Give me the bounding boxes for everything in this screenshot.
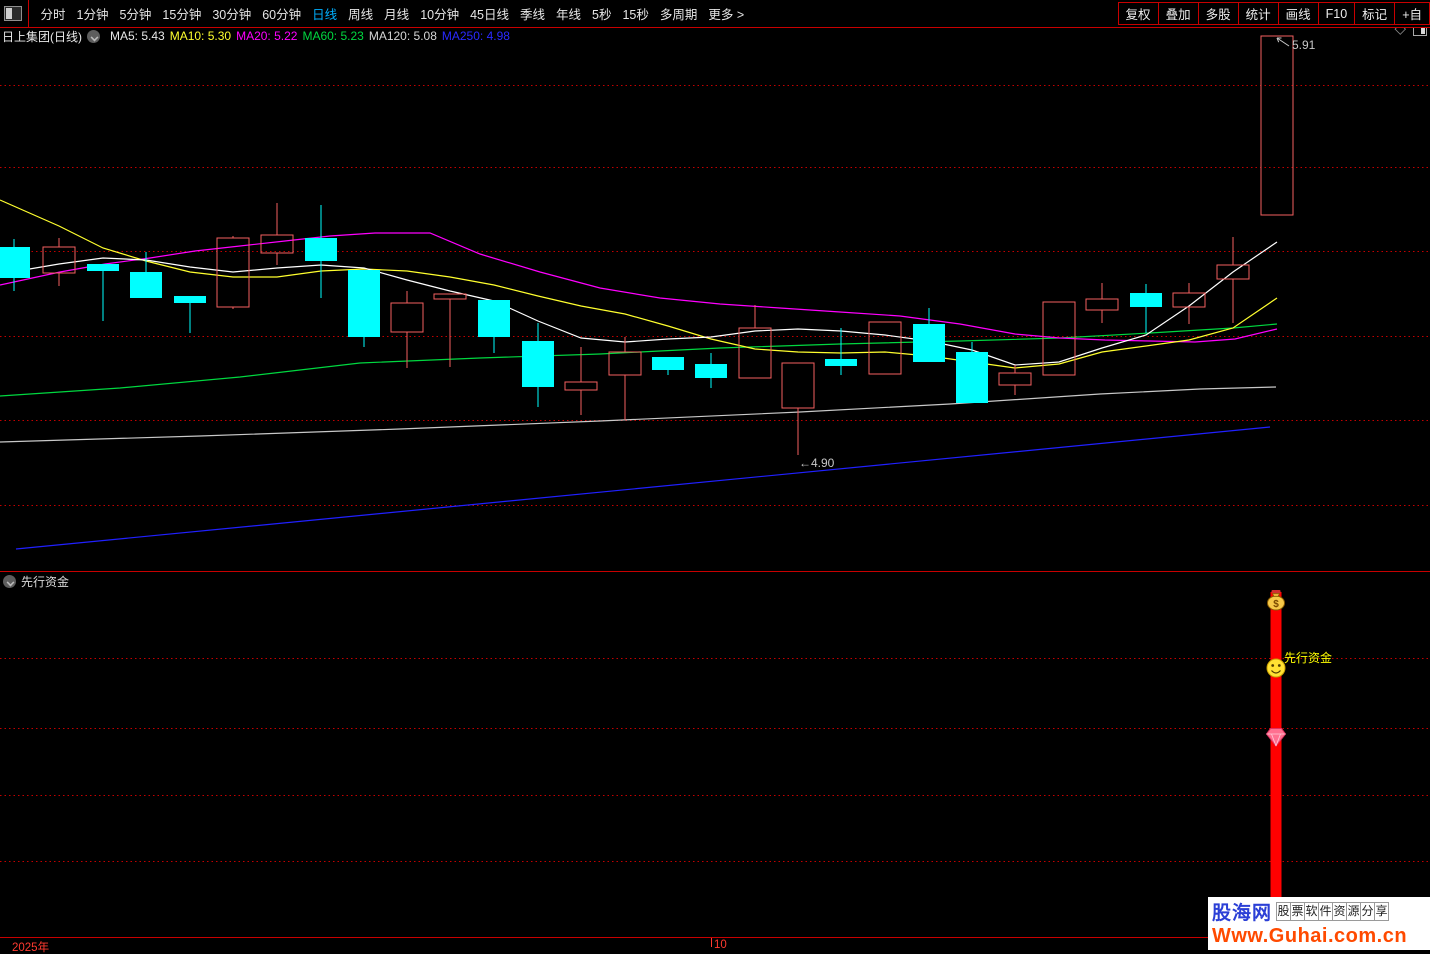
- candle: [652, 357, 684, 370]
- menu-item-15分钟[interactable]: 15分钟: [162, 8, 202, 22]
- ma-values: MA5: 5.43 MA10: 5.30 MA20: 5.22 MA60: 5.23 M…: [105, 29, 510, 43]
- menu-item-1分钟[interactable]: 1分钟: [76, 8, 109, 22]
- candle: [130, 272, 162, 298]
- watermark-url: Www.Guhai.com.cn: [1212, 925, 1408, 947]
- menu-item-月线[interactable]: 月线: [384, 8, 410, 22]
- window-layout-icon[interactable]: [4, 6, 22, 21]
- menu-item-5秒[interactable]: 5秒: [592, 8, 612, 22]
- candle: [522, 341, 554, 387]
- x-axis-year-label: 2025年: [12, 942, 50, 954]
- menu-item-5分钟[interactable]: 5分钟: [119, 8, 152, 22]
- chevron-down-icon[interactable]: [87, 29, 100, 43]
- candle: [1172, 292, 1206, 308]
- candle: [433, 293, 467, 300]
- candle: [608, 351, 642, 376]
- ma-line-MA5: [0, 241, 1278, 366]
- gem-icon: [1265, 728, 1287, 747]
- candle: [956, 352, 988, 403]
- svg-text:$: $: [1273, 599, 1279, 610]
- price-label: 5.91: [1292, 38, 1316, 52]
- candle: [781, 362, 815, 409]
- menu-item-周线[interactable]: 周线: [348, 8, 374, 22]
- money-bag-icon: $: [1267, 590, 1285, 611]
- gridlines: [0, 85, 1430, 862]
- sub-panel-header: 先行资金: [3, 573, 69, 590]
- ma-line-MA10: [0, 199, 1278, 369]
- ma-line-MA60: [0, 323, 1278, 397]
- chart-legend: 日上集团(日线) MA5: 5.43 MA10: 5.30 MA20: 5.22 MA…: [2, 29, 510, 44]
- menu-item-30分钟[interactable]: 30分钟: [212, 8, 252, 22]
- candle: [913, 324, 945, 362]
- candle: [0, 247, 30, 278]
- candle: [87, 264, 119, 271]
- ma-value-MA5: MA5: 5.43: [110, 29, 165, 43]
- smiley-icon: [1266, 658, 1286, 678]
- period-menu: 分时 1分钟 5分钟 15分钟 30分钟 60分钟 日线 周线 月线 10分钟 45日线 季线 年线 5秒…: [28, 0, 750, 27]
- toolbar-button-画线[interactable]: 画线: [1277, 2, 1319, 25]
- toolbar-button-标记[interactable]: 标记: [1354, 2, 1396, 25]
- watermark-tagline: 股票软件资源分享: [1276, 902, 1390, 921]
- menu-item-日线[interactable]: 日线: [312, 8, 338, 22]
- candle: [1260, 35, 1294, 216]
- period-menubar: 分时 1分钟 5分钟 15分钟 30分钟 60分钟 日线 周线 月线 10分钟 45日线 季线 年线 5秒…: [0, 0, 1430, 28]
- candle: [695, 364, 727, 378]
- x-axis-month-label: 10: [714, 939, 727, 951]
- candle: [174, 296, 206, 303]
- ma-value-MA250: MA250: 4.98: [441, 29, 510, 43]
- menu-item-10分钟[interactable]: 10分钟: [420, 8, 460, 22]
- candle: [42, 246, 76, 274]
- menu-item-更多 >[interactable]: 更多 >: [708, 8, 745, 22]
- ma-value-MA60: MA60: 5.23: [302, 29, 364, 43]
- page-title: 日上集团(日线): [2, 29, 82, 44]
- candle: [998, 372, 1032, 386]
- menu-item-年线[interactable]: 年线: [556, 8, 582, 22]
- menu-item-60分钟[interactable]: 60分钟: [262, 8, 302, 22]
- menu-item-15秒[interactable]: 15秒: [622, 8, 649, 22]
- watermark: 股海网 股票软件资源分享 Www.Guhai.com.cn: [1208, 897, 1430, 950]
- candle: [1130, 293, 1162, 307]
- ma-value-MA20: MA20: 5.22: [236, 29, 298, 43]
- candle: [260, 234, 294, 254]
- candle: [305, 238, 337, 261]
- menu-item-45日线[interactable]: 45日线: [470, 8, 509, 22]
- candle: [348, 270, 380, 337]
- chevron-down-icon[interactable]: [3, 575, 16, 588]
- ma-line-MA250: [15, 426, 1271, 550]
- candle: [1216, 264, 1250, 280]
- candle: [1085, 298, 1119, 311]
- candle: [1042, 301, 1076, 376]
- candle: [564, 381, 598, 391]
- menu-item-季线[interactable]: 季线: [520, 8, 546, 22]
- price-label: ←4.90: [799, 456, 835, 470]
- price-annotations: 5.91 ←4.90: [799, 37, 1316, 470]
- candle: [825, 359, 857, 366]
- candle: [216, 237, 250, 308]
- candle: [868, 321, 902, 375]
- toolbar-button-统计[interactable]: 统计: [1237, 2, 1279, 25]
- menu-item-分时[interactable]: 分时: [40, 8, 66, 22]
- toolbar-button-叠加[interactable]: 叠加: [1157, 2, 1199, 25]
- toolbar-buttons: 复权 叠加 多股 统计 画线 F10 标记 +自: [1117, 0, 1430, 27]
- diamond-icon[interactable]: ◇: [1394, 20, 1406, 37]
- watermark-site: 股海网: [1212, 903, 1273, 924]
- ma-value-MA120: MA120: 5.08: [368, 29, 437, 43]
- toolbar-button-F10[interactable]: F10: [1317, 2, 1356, 25]
- ma-line-MA20: [0, 232, 1278, 343]
- toolbar-button-复权[interactable]: 复权: [1117, 2, 1159, 25]
- toolbar-button-多股[interactable]: 多股: [1197, 2, 1239, 25]
- ma-line-MA120: [0, 386, 1277, 443]
- sub-panel-title: 先行资金: [21, 575, 70, 589]
- ma-lines: [0, 199, 1278, 550]
- capital-signal-label: 先行资金: [1284, 650, 1332, 665]
- candle: [390, 302, 424, 333]
- toolbar-button-+自[interactable]: +自: [1394, 2, 1430, 25]
- menu-item-多周期[interactable]: 多周期: [659, 8, 698, 22]
- candles: [0, 35, 1294, 455]
- candle: [738, 327, 772, 379]
- candle: [478, 300, 510, 337]
- ma-value-MA10: MA10: 5.30: [169, 29, 232, 43]
